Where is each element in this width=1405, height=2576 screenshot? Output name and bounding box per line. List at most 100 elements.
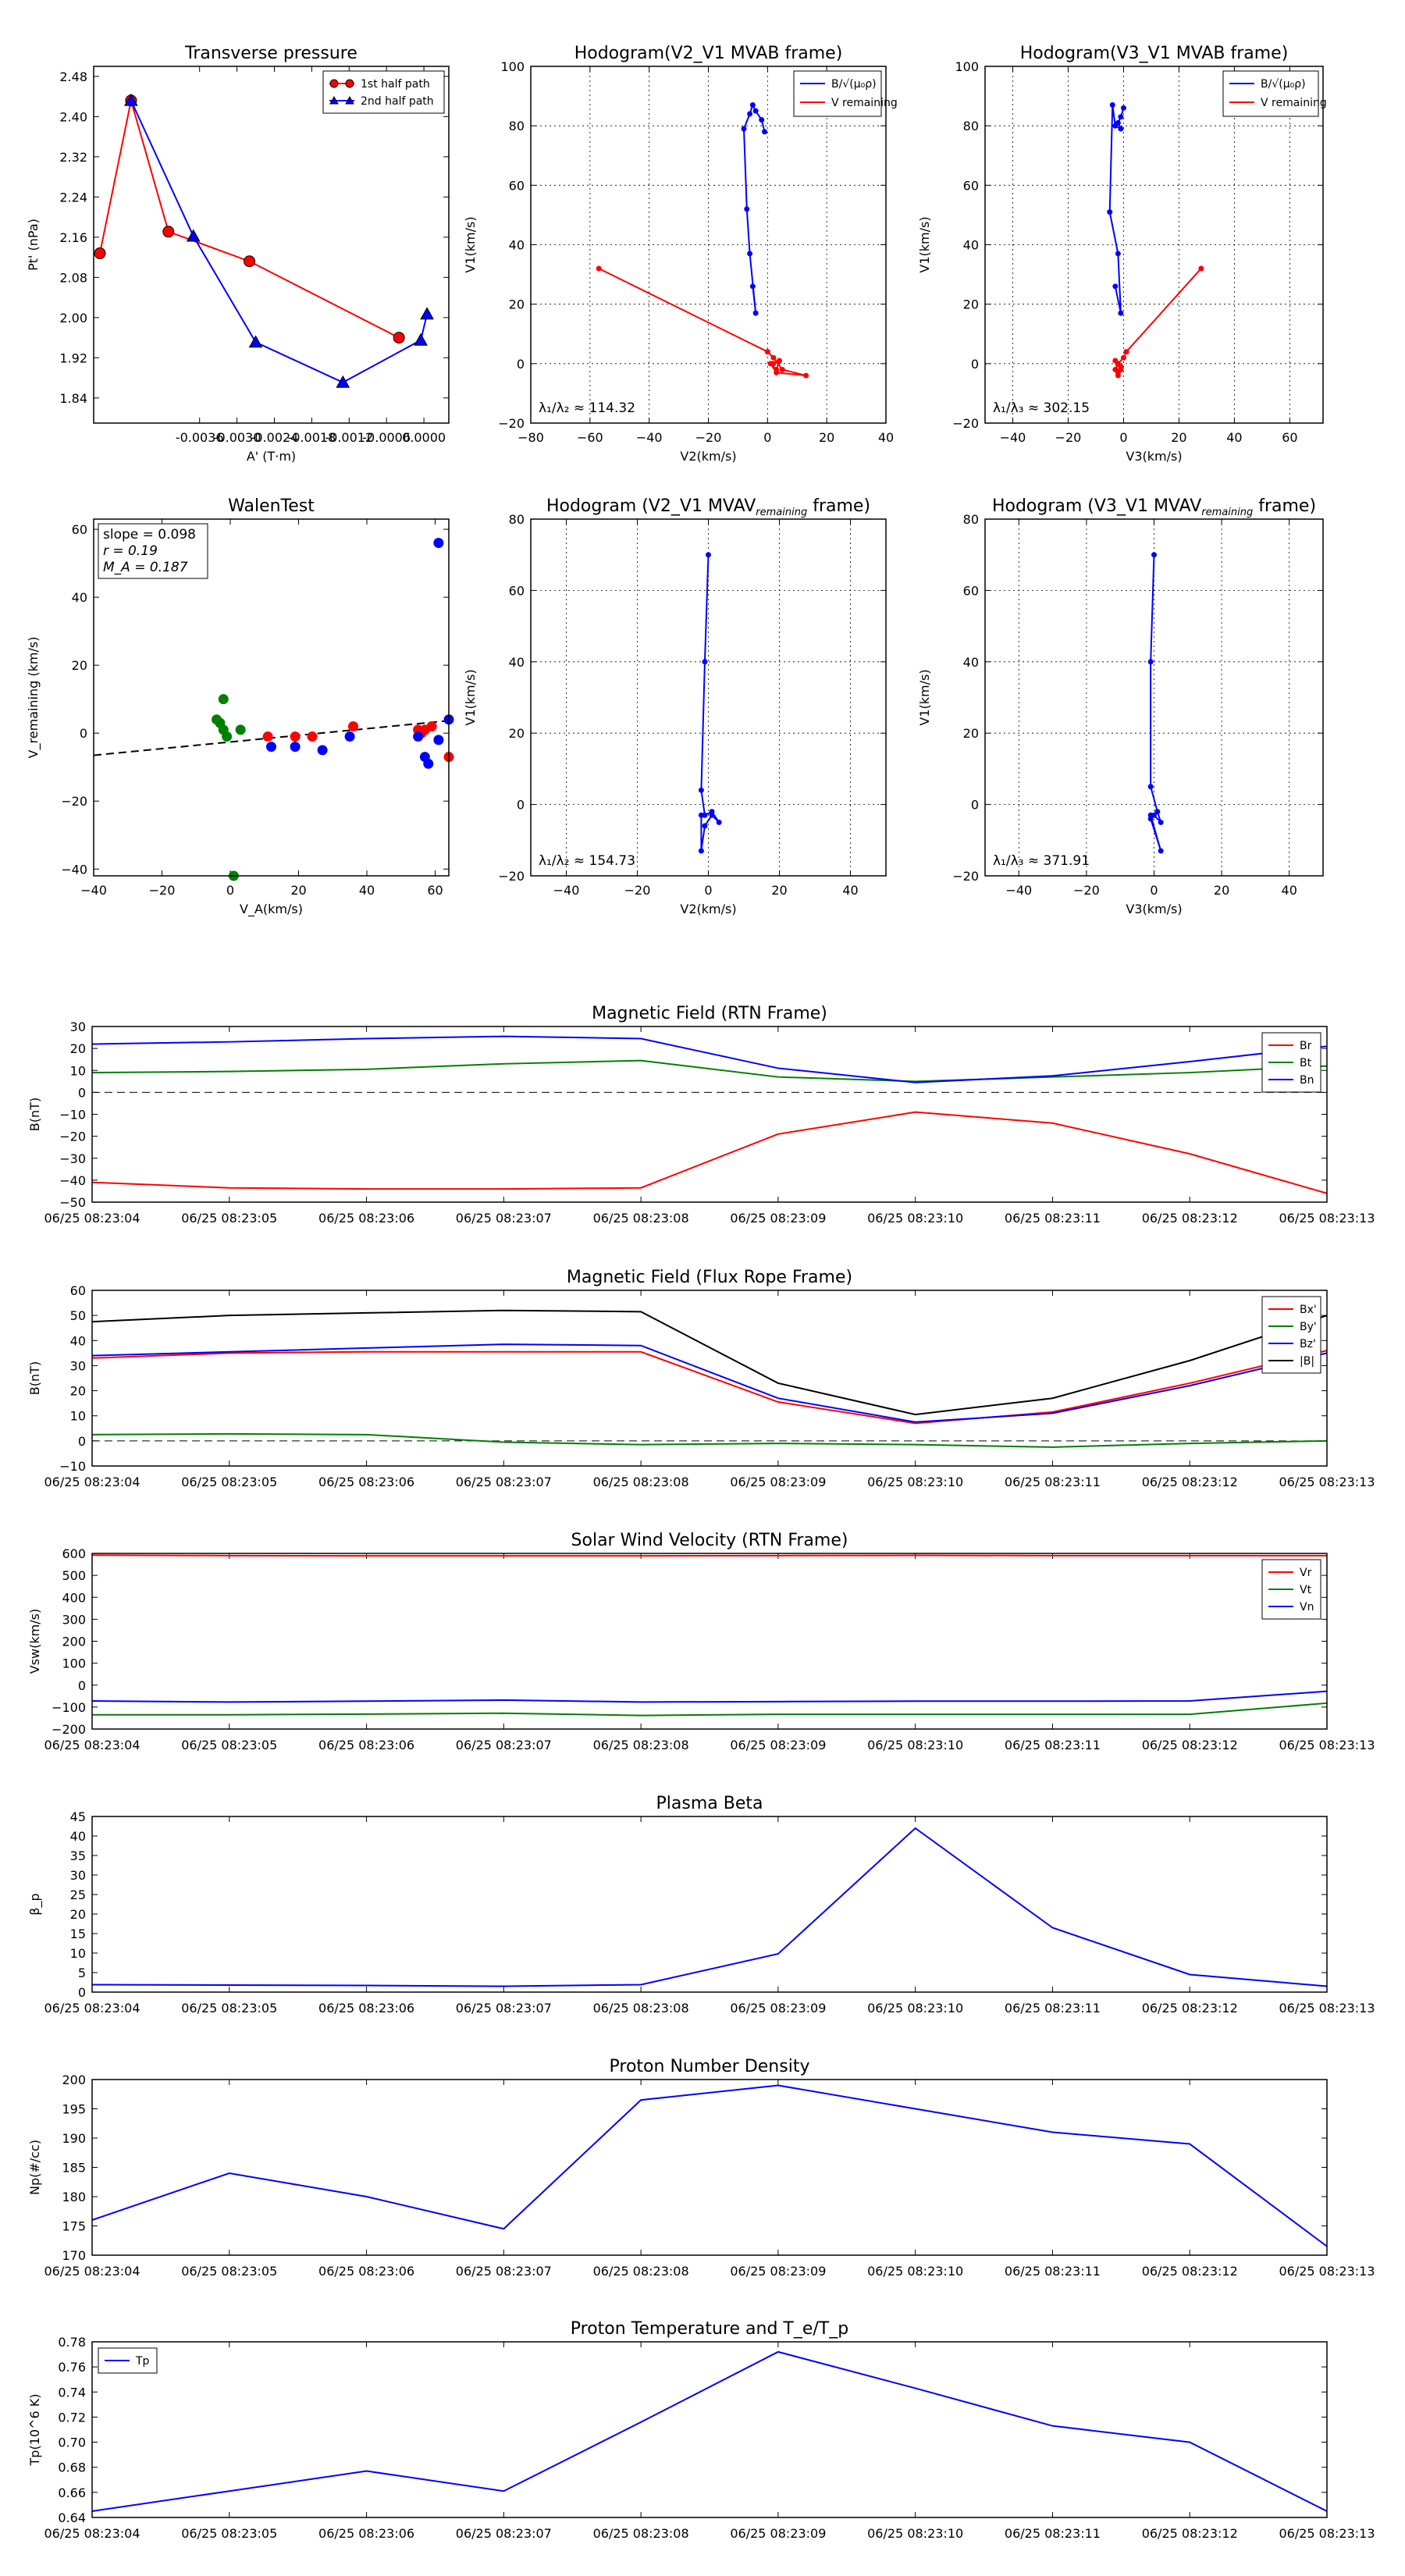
y-tick-label: 0.68	[58, 2460, 86, 2475]
x-axis-label: V3(km/s)	[1126, 449, 1182, 464]
x-tick-label: 06/25 08:23:07	[456, 1738, 552, 1752]
data-point	[393, 332, 405, 344]
legend-label: 1st half path	[361, 78, 430, 91]
title-subscript: remaining	[756, 507, 807, 518]
y-tick-label: 200	[62, 1635, 86, 1649]
x-tick-label: 06/25 08:23:06	[318, 1475, 414, 1489]
data-point	[764, 349, 770, 355]
data-point	[420, 307, 434, 320]
x-tick-label: 06/25 08:23:11	[1005, 1738, 1101, 1752]
legend-label: V remaining	[831, 97, 898, 109]
y-tick-label: 0	[971, 798, 979, 813]
x-tick-label: 06/25 08:23:09	[730, 1211, 826, 1226]
x-tick-label: 06/25 08:23:08	[593, 2001, 689, 2016]
series-line-Vn	[91, 1690, 1328, 1703]
y-tick-label: −20	[498, 869, 525, 884]
data-point	[124, 93, 138, 106]
y-tick-label: 60	[72, 522, 87, 537]
y-tick-label: 20	[72, 658, 87, 673]
x-tick-label: −20	[1073, 883, 1100, 898]
y-tick-label: 1.92	[59, 350, 87, 365]
x-tick-label: −20	[624, 883, 651, 898]
x-tick-label: 0	[1150, 883, 1158, 898]
y-axis-label: V1(km/s)	[917, 216, 932, 272]
chart-hodogram_v3_v1_mvab: −20 0 20 40 60 80 100 −40 −20 0 20 40 60 λ₁/λ₃ ≈ 302.…	[917, 44, 1327, 464]
data-point	[741, 126, 747, 132]
data-point	[744, 206, 750, 212]
chart-title: Solar Wind Velocity (RTN Frame)	[571, 1531, 848, 1550]
data-point	[336, 375, 350, 388]
data-point	[698, 812, 704, 818]
scatter-point	[423, 758, 434, 769]
y-tick-label: 20	[963, 297, 979, 312]
x-tick-label: 06/25 08:23:04	[44, 2001, 140, 2016]
y-tick-label: 2.08	[59, 270, 87, 285]
x-tick-label: 06/25 08:23:05	[181, 2264, 277, 2279]
x-tick-label: 06/25 08:23:08	[593, 2526, 689, 2541]
y-axis-label: V1(km/s)	[917, 669, 932, 725]
x-tick-label: 06/25 08:23:07	[456, 1475, 552, 1489]
x-tick-label: 20	[1171, 430, 1186, 445]
y-tick-label: −20	[952, 416, 979, 431]
y-tick-label: −20	[952, 869, 979, 884]
y-tick-label: −20	[61, 794, 87, 809]
x-tick-label: 06/25 08:23:13	[1279, 2001, 1375, 2016]
data-point	[1112, 283, 1119, 290]
y-tick-label: 2.48	[59, 69, 87, 84]
y-tick-label: −10	[59, 1459, 86, 1474]
x-tick-label: 06/25 08:23:10	[867, 1211, 963, 1226]
data-point	[770, 354, 777, 361]
x-tick-label: 06/25 08:23:06	[318, 2526, 414, 2541]
x-tick-label: -0.0006	[362, 430, 411, 445]
chart-title: Proton Temperature and T_e/T_p	[571, 2319, 848, 2339]
x-tick-label: 06/25 08:23:06	[318, 2264, 414, 2279]
data-point	[345, 79, 354, 88]
x-tick-label: 06/25 08:23:10	[867, 2526, 963, 2541]
chart-magnetic_field_rtn: −50 −40 −30 −20 −10 0 10 20 30 06/25 08:23:04 06/2…	[27, 1004, 1375, 1226]
axes-frame	[91, 1290, 1328, 1467]
data-point	[1118, 310, 1124, 316]
x-tick-label: 06/25 08:23:05	[181, 1211, 277, 1226]
y-tick-label: 20	[70, 1041, 86, 1056]
y-tick-label: 0.64	[58, 2510, 86, 2525]
x-tick-label: 06/25 08:23:13	[1279, 2526, 1375, 2541]
y-tick-label: 5	[78, 1966, 86, 1980]
x-tick-label: 06/25 08:23:09	[730, 1738, 826, 1752]
x-tick-label: 06/25 08:23:09	[730, 2526, 826, 2541]
y-tick-label: 175	[62, 2219, 86, 2234]
legend-label: Bn	[1300, 1074, 1314, 1087]
legend-label: Bt	[1300, 1057, 1312, 1069]
x-tick-label: 06/25 08:23:06	[318, 1211, 414, 1226]
data-point	[698, 848, 704, 854]
y-tick-label: 60	[963, 178, 979, 193]
series-line-Np	[91, 2084, 1328, 2247]
plot-area	[92, 2080, 1327, 2255]
series-line-Vr	[91, 1554, 1327, 1557]
legend-label: Bz'	[1300, 1338, 1316, 1350]
data-point	[186, 229, 201, 242]
x-tick-label: 0.0000	[402, 430, 446, 445]
data-point	[329, 95, 339, 105]
y-tick-label: 80	[963, 119, 979, 133]
legend-label: Vr	[1300, 1567, 1312, 1579]
axes-frame	[530, 66, 887, 424]
title-end: frame)	[807, 496, 870, 516]
data-point	[1120, 354, 1126, 361]
axes-frame	[984, 518, 1324, 877]
x-tick-label: 06/25 08:23:12	[1142, 1475, 1238, 1489]
y-tick-label: 40	[963, 238, 979, 253]
data-point	[1198, 265, 1204, 272]
y-tick-label: 400	[62, 1590, 86, 1605]
data-point	[747, 111, 753, 117]
series-line	[742, 102, 766, 314]
x-tick-label: 06/25 08:23:12	[1142, 1738, 1238, 1752]
axes-frame	[530, 518, 887, 877]
x-tick-label: 06/25 08:23:04	[44, 1738, 140, 1752]
y-tick-label: 45	[70, 1809, 86, 1824]
y-tick-label: 180	[62, 2190, 86, 2204]
annotation-box	[98, 523, 208, 579]
y-tick-label: 60	[509, 178, 525, 193]
x-tick-label: -0.0024	[251, 430, 299, 445]
y-tick-label: 0	[78, 1085, 86, 1100]
y-tick-label: 20	[963, 726, 979, 741]
